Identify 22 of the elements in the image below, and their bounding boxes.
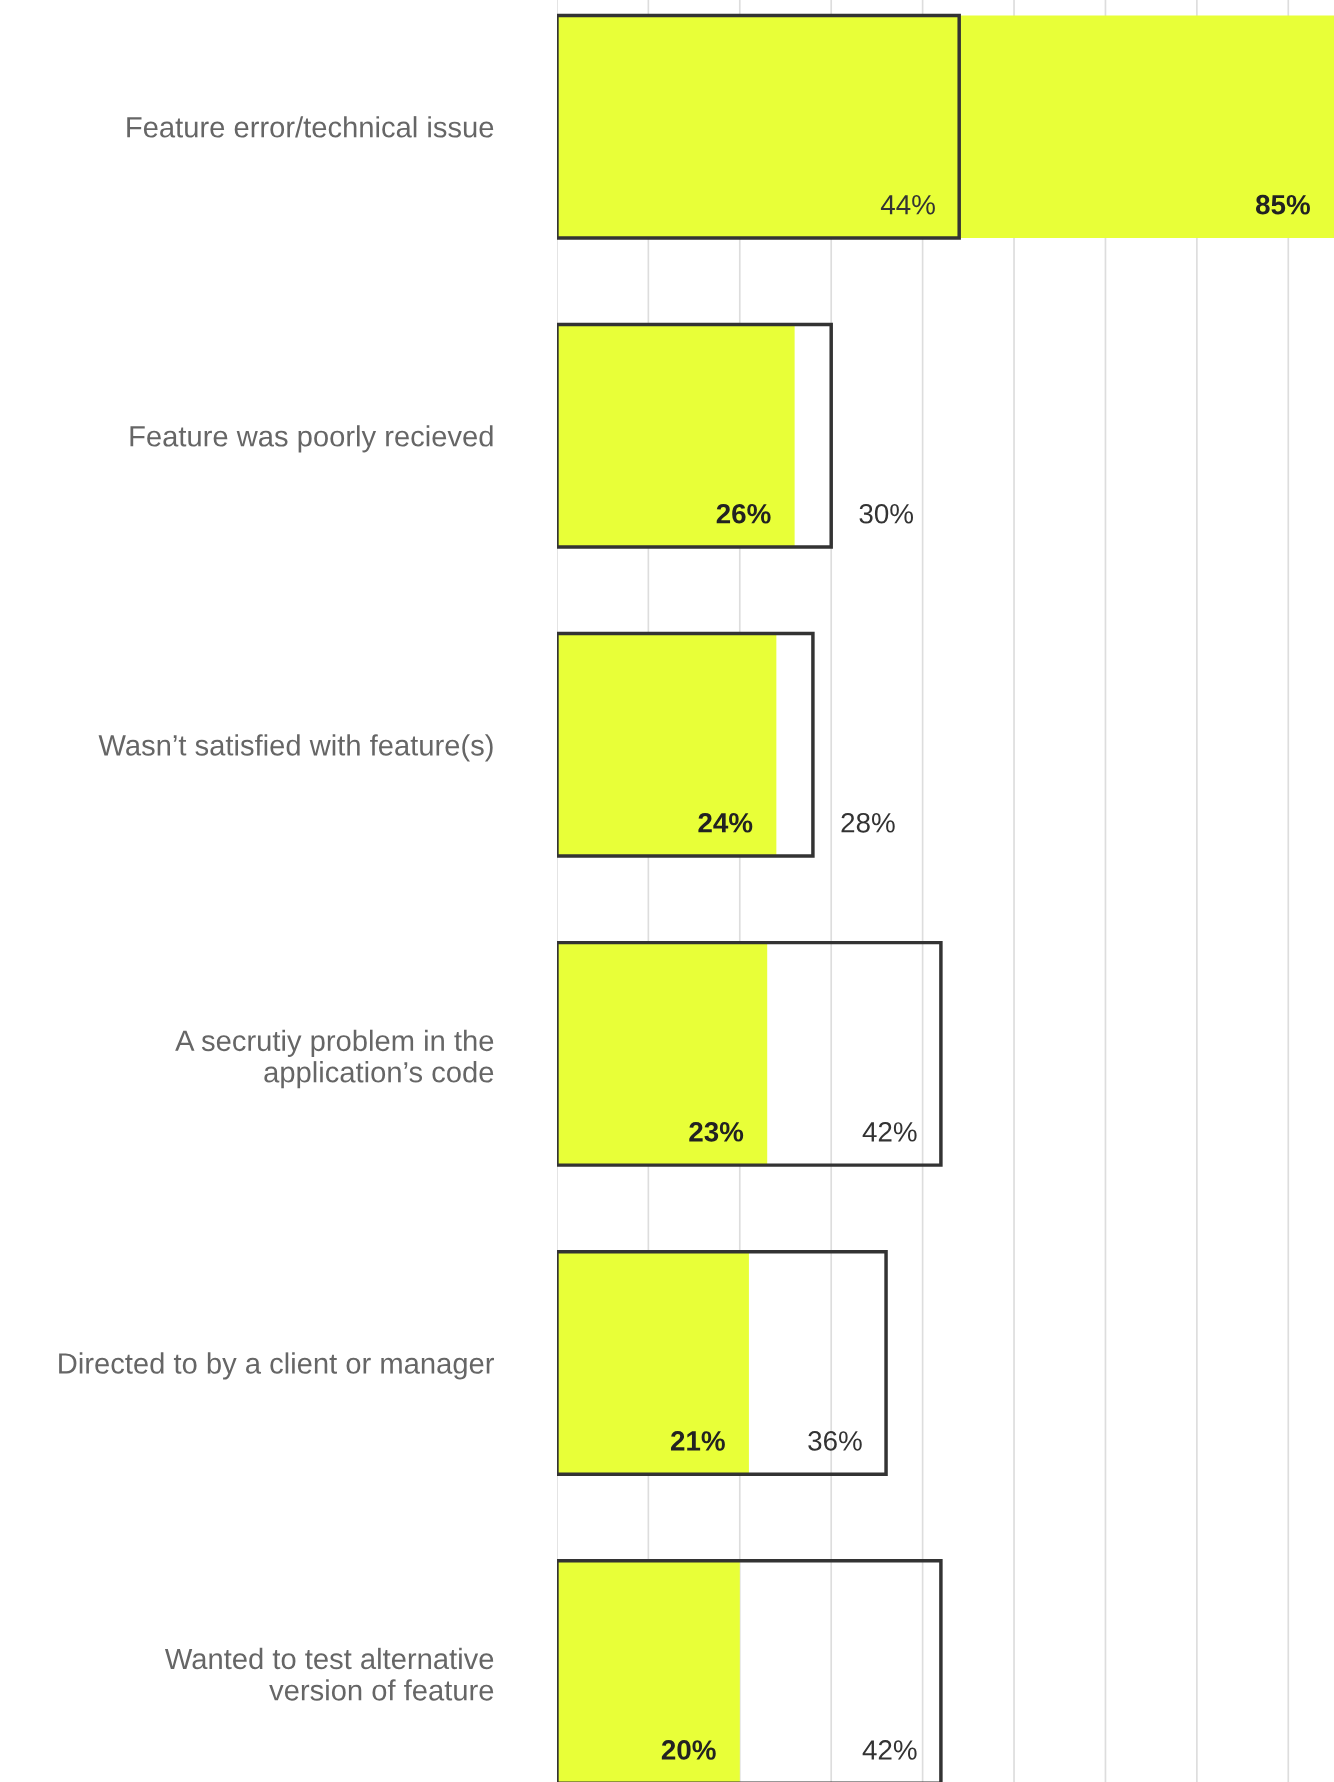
data-label: 30% <box>859 503 914 524</box>
data-label: 23% <box>689 1122 744 1142</box>
data-label: 44% <box>880 194 935 215</box>
bar <box>556 1251 749 1475</box>
data-label: 42% <box>862 1740 917 1760</box>
y-tick-label: A secrutiy problem in the application’s code <box>175 1029 494 1089</box>
y-tick-label: Wanted to test alternative version of feature <box>164 1647 494 1701</box>
data-label: 28% <box>841 812 895 833</box>
data-label: 24% <box>698 812 753 833</box>
data-label: 85% <box>1255 194 1310 215</box>
data-label: 42% <box>862 1122 917 1142</box>
bar <box>556 1560 740 1782</box>
data-label: 36% <box>808 1431 862 1451</box>
y-tick-label: Feature was poorly recieved <box>130 425 493 453</box>
y-tick-label: Feature error/technical issue <box>127 116 494 138</box>
y-tick-label: Directed to by a client or manager <box>59 1352 494 1380</box>
data-label: 21% <box>670 1431 725 1451</box>
data-label: 20% <box>661 1740 716 1760</box>
bar <box>556 942 768 1166</box>
bar <box>556 633 777 857</box>
data-label: 26% <box>716 503 771 524</box>
y-tick-label: Wasn’t satisfied with feature(s) <box>98 734 493 762</box>
